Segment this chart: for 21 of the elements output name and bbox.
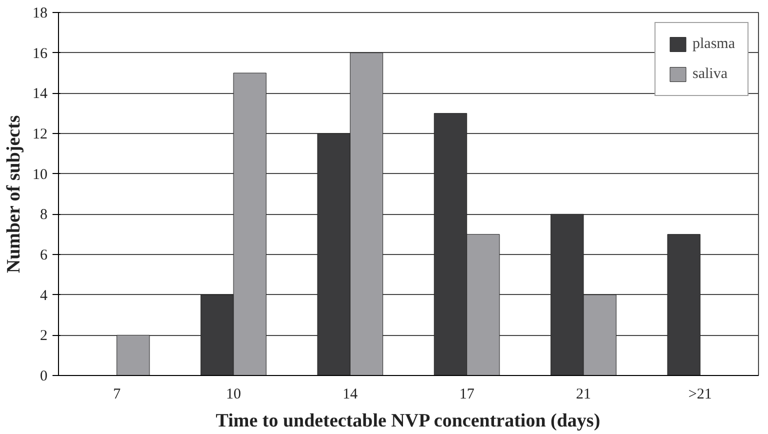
- x-tick-label: 10: [226, 386, 241, 402]
- y-tick-label: 16: [32, 46, 48, 62]
- x-axis-title: Time to undetectable NVP concentration (days): [216, 410, 600, 432]
- x-tick-label: 14: [342, 386, 358, 402]
- y-tick-label: 18: [32, 6, 48, 22]
- y-axis-title: Number of subjects: [4, 115, 24, 274]
- y-tick-label: 12: [32, 126, 48, 142]
- y-tick-label: 8: [40, 207, 48, 224]
- y-tick-label: 0: [40, 368, 48, 384]
- x-tick-label: >21: [688, 386, 712, 402]
- y-tick-label: 4: [40, 288, 48, 304]
- x-tick-label: 21: [576, 386, 591, 402]
- y-tick-label: 10: [32, 166, 48, 183]
- x-tick-label: 17: [459, 386, 475, 402]
- x-tick-label: 7: [113, 386, 122, 402]
- y-tick-label: 6: [40, 248, 48, 264]
- y-tick-label: 2: [40, 328, 48, 344]
- y-tick-label: 14: [32, 86, 48, 102]
- legend-label: plasma: [692, 36, 735, 52]
- bar: [116, 334, 150, 376]
- legend-label: saliva: [692, 66, 728, 82]
